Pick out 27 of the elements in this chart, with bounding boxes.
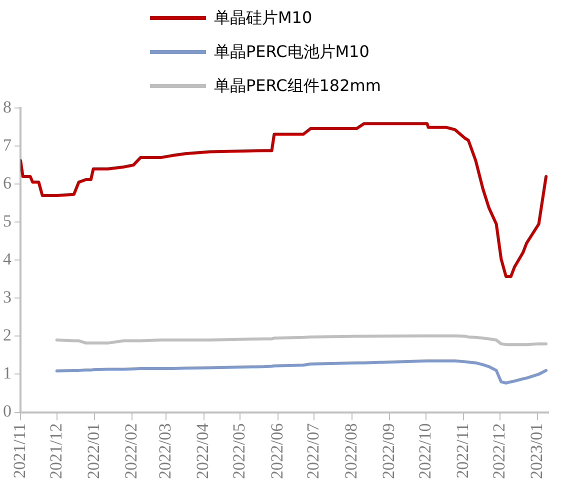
x-tick-label: 2022/10 bbox=[415, 423, 434, 480]
y-tick-label: 0 bbox=[3, 402, 12, 421]
x-tick-label: 2022/06 bbox=[267, 423, 286, 480]
y-tick-label: 5 bbox=[3, 212, 12, 231]
x-tick-label: 2021/12 bbox=[46, 423, 66, 480]
x-tick-label: 2022/08 bbox=[341, 423, 360, 480]
x-tick-label: 2022/12 bbox=[489, 423, 508, 480]
x-tick-label: 2022/03 bbox=[156, 423, 175, 480]
legend-label: 单晶硅片M10 bbox=[214, 8, 312, 28]
y-tick-label: 4 bbox=[3, 250, 12, 269]
x-tick-label: 2022/07 bbox=[304, 422, 323, 480]
x-tick-label: 2022/01 bbox=[84, 423, 104, 480]
x-tick-label: 2023/01 bbox=[527, 423, 546, 480]
x-tick-label: 2022/11 bbox=[452, 423, 472, 478]
y-tick-label: 2 bbox=[3, 326, 12, 345]
x-tick-label: 2021/11 bbox=[10, 423, 29, 478]
y-tick-label: 6 bbox=[3, 174, 12, 193]
legend-label: 单晶PERC组件182mm bbox=[214, 76, 381, 96]
y-tick-label: 8 bbox=[3, 97, 12, 116]
y-tick-label: 3 bbox=[3, 288, 12, 307]
y-tick-label: 7 bbox=[3, 136, 12, 155]
x-tick-label: 2022/02 bbox=[122, 423, 141, 480]
y-tick-label: 1 bbox=[3, 364, 12, 383]
legend-label: 单晶PERC电池片M10 bbox=[214, 42, 370, 62]
x-tick-label: 2022/04 bbox=[193, 422, 212, 480]
x-tick-label: 2022/05 bbox=[230, 423, 249, 480]
x-tick-label: 2022/09 bbox=[378, 423, 398, 480]
